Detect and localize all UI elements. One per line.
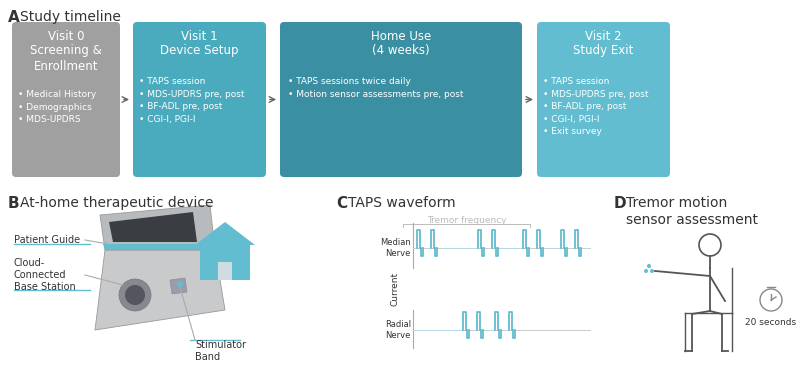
Text: Home Use: Home Use — [371, 30, 431, 43]
Text: Visit 2: Visit 2 — [585, 30, 622, 43]
Text: C: C — [336, 196, 347, 211]
Text: Current: Current — [390, 272, 399, 306]
Text: • TAPS session
• MDS-UPDRS pre, post
• BF-ADL pre, post
• CGI-I, PGI-I
• Exit su: • TAPS session • MDS-UPDRS pre, post • B… — [543, 77, 649, 136]
Circle shape — [650, 269, 654, 273]
Text: Study Exit: Study Exit — [574, 44, 634, 57]
Text: Visit 0: Visit 0 — [48, 30, 84, 43]
Text: Radial
Nerve: Radial Nerve — [385, 320, 411, 340]
Polygon shape — [218, 262, 232, 280]
Text: At-home therapeutic device: At-home therapeutic device — [20, 196, 214, 210]
Text: Patient Guide: Patient Guide — [14, 235, 80, 245]
FancyBboxPatch shape — [12, 22, 120, 177]
Text: Median
Nerve: Median Nerve — [380, 238, 411, 258]
Text: Visit 1: Visit 1 — [181, 30, 218, 43]
Text: B: B — [8, 196, 20, 211]
Text: • TAPS sessions twice daily
• Motion sensor assessments pre, post: • TAPS sessions twice daily • Motion sen… — [288, 77, 463, 98]
Circle shape — [125, 285, 145, 305]
Circle shape — [647, 264, 651, 268]
Text: Screening &
Enrollment: Screening & Enrollment — [30, 44, 102, 73]
Text: D: D — [614, 196, 626, 211]
Text: Tremor motion
sensor assessment: Tremor motion sensor assessment — [626, 196, 758, 227]
Text: Cloud-
Connected
Base Station: Cloud- Connected Base Station — [14, 258, 76, 292]
Polygon shape — [109, 212, 197, 242]
Text: Stimulator
Band: Stimulator Band — [195, 340, 246, 362]
Text: • Medical History
• Demographics
• MDS-UPDRS: • Medical History • Demographics • MDS-U… — [18, 90, 96, 124]
Polygon shape — [95, 250, 225, 330]
Circle shape — [644, 269, 648, 273]
Polygon shape — [195, 222, 255, 245]
Text: A: A — [8, 10, 20, 25]
Text: TAPS waveform: TAPS waveform — [348, 196, 456, 210]
Circle shape — [177, 281, 183, 287]
Text: • TAPS session
• MDS-UPDRS pre, post
• BF-ADL pre, post
• CGI-I, PGI-I: • TAPS session • MDS-UPDRS pre, post • B… — [139, 77, 245, 123]
FancyBboxPatch shape — [280, 22, 522, 177]
Polygon shape — [200, 245, 250, 280]
Text: Device Setup: Device Setup — [160, 44, 238, 57]
Polygon shape — [170, 278, 187, 294]
FancyBboxPatch shape — [133, 22, 266, 177]
Text: (4 weeks): (4 weeks) — [372, 44, 430, 57]
Text: 20 seconds: 20 seconds — [746, 318, 797, 327]
Text: Study timeline: Study timeline — [20, 10, 121, 24]
Text: Tremor frequency: Tremor frequency — [426, 216, 506, 225]
FancyBboxPatch shape — [537, 22, 670, 177]
Circle shape — [119, 279, 151, 311]
Polygon shape — [103, 244, 215, 250]
Polygon shape — [100, 205, 215, 250]
